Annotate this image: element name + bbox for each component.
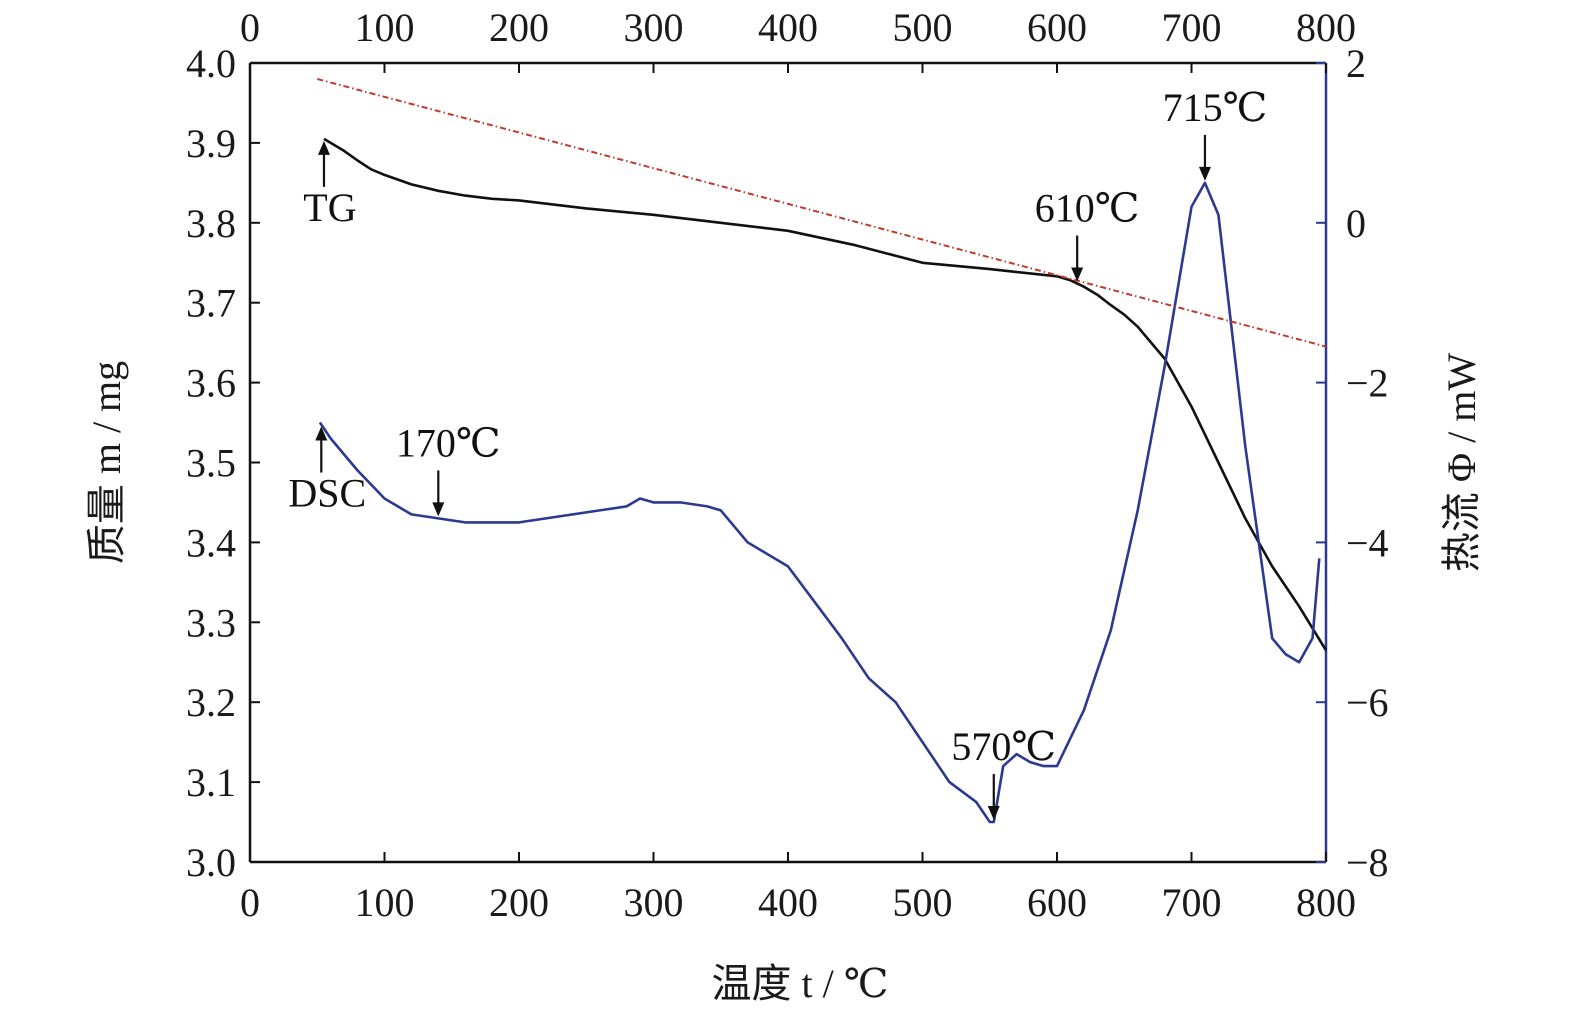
- annotation-label: 610℃: [1035, 186, 1140, 231]
- x-tick-label-top: 800: [1296, 5, 1356, 50]
- annotation-TG: TG: [303, 140, 357, 230]
- x-tick-label-top: 500: [893, 5, 953, 50]
- x-tick-label-bottom: 300: [624, 880, 684, 925]
- y-right-tick-label: 2: [1346, 41, 1366, 86]
- y-left-tick-label: 3.8: [186, 201, 236, 246]
- y-left-tick-label: 3.5: [186, 441, 236, 486]
- x-tick-label-top: 600: [1027, 5, 1087, 50]
- annotation-label: DSC: [288, 471, 366, 516]
- axes: 0 0 100 100 200 200 300 300 400 400 500 500 600 600 70…: [186, 5, 1389, 925]
- annotation-DSC: DSC: [288, 426, 366, 516]
- y-right-tick-label: 0: [1346, 201, 1366, 246]
- y-right-tick-label: −4: [1346, 520, 1389, 565]
- annotations: TG DSC 170℃ 570℃ 610℃ 715℃: [288, 85, 1268, 821]
- y-left-tick-label: 3.0: [186, 840, 236, 885]
- y-left-tick-label: 3.9: [186, 121, 236, 166]
- x-axis-label: 温度 t / ℃: [712, 961, 889, 1006]
- x-tick-label-bottom: 800: [1296, 880, 1356, 925]
- series-dsc-line: [318, 181, 1321, 824]
- annotation-arrow-head: [315, 426, 328, 441]
- y-left-tick-label: 3.7: [186, 281, 236, 326]
- annotation-570: 570℃: [951, 724, 1056, 821]
- annotation-label: 170℃: [396, 420, 501, 465]
- x-tick-label-bottom: 700: [1162, 880, 1222, 925]
- y-left-axis-label: 质量 m / mg: [84, 361, 129, 564]
- x-tick-label-top: 400: [758, 5, 818, 50]
- x-tick-label-top: 300: [624, 5, 684, 50]
- annotation-arrow-head: [987, 806, 1000, 821]
- annotation-715: 715℃: [1163, 85, 1268, 181]
- y-left-tick-label: 3.6: [186, 361, 236, 406]
- x-tick-label-top: 100: [355, 5, 415, 50]
- axis-labels: 温度 t / ℃ 质量 m / mg 热流 Φ / mW: [84, 353, 1484, 1006]
- series-baseline-line: [317, 78, 1327, 348]
- annotation-610: 610℃: [1035, 186, 1140, 282]
- annotation-label: TG: [303, 185, 356, 230]
- series-tg-line: [323, 137, 1328, 651]
- x-tick-label-bottom: 400: [758, 880, 818, 925]
- y-left-tick-label: 3.3: [186, 600, 236, 645]
- x-tick-label-top: 200: [489, 5, 549, 50]
- annotation-label: 715℃: [1163, 85, 1268, 130]
- x-tick-label-top: 700: [1162, 5, 1222, 50]
- x-tick-label-bottom: 100: [355, 880, 415, 925]
- y-right-tick-label: −8: [1346, 840, 1389, 885]
- y-left-tick-label: 3.1: [186, 760, 236, 805]
- y-right-tick-label: −6: [1346, 680, 1389, 725]
- x-tick-label-bottom: 500: [893, 880, 953, 925]
- y-left-tick-label: 3.2: [186, 680, 236, 725]
- x-tick-label-bottom: 200: [489, 880, 549, 925]
- y-left-tick-label: 4.0: [186, 41, 236, 86]
- annotation-arrow-head: [432, 502, 445, 517]
- y-right-axis-label: 热流 Φ / mW: [1439, 353, 1484, 572]
- annotation-170: 170℃: [396, 420, 501, 517]
- x-tick-label-top: 0: [240, 5, 260, 50]
- series-lines: [317, 78, 1328, 824]
- y-right-tick-label: −2: [1346, 361, 1389, 406]
- x-tick-label-bottom: 0: [240, 880, 260, 925]
- x-tick-label-bottom: 600: [1027, 880, 1087, 925]
- annotation-arrow-head: [1071, 267, 1084, 282]
- annotation-arrow-head: [1198, 166, 1211, 181]
- y-left-tick-label: 3.4: [186, 520, 236, 565]
- annotation-label: 570℃: [951, 724, 1056, 769]
- annotation-arrow-head: [317, 140, 330, 155]
